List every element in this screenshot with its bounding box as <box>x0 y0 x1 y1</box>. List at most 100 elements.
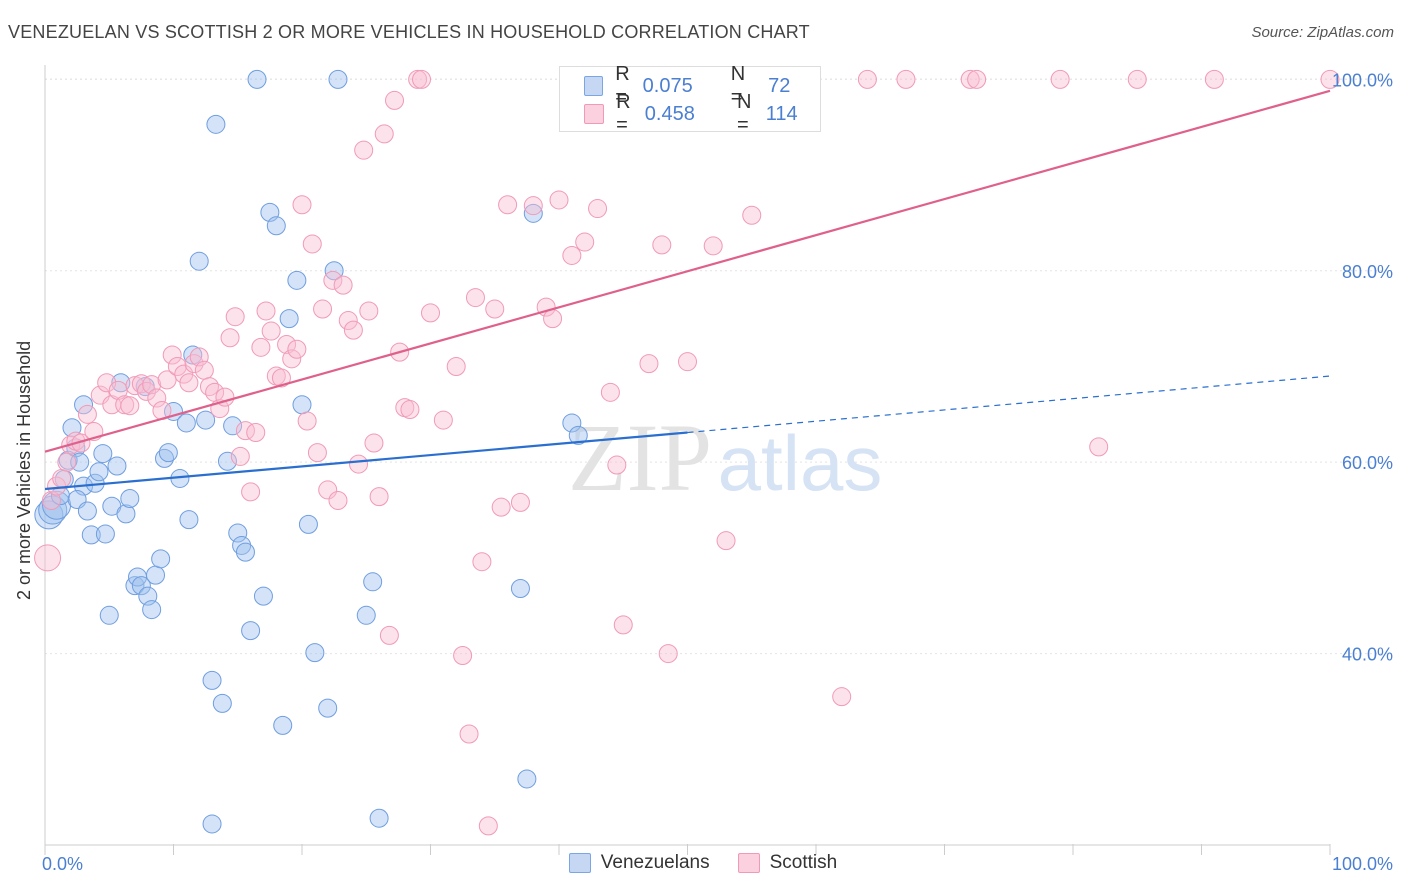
legend-venezuelans-label: Venezuelans <box>600 852 710 873</box>
scottish-point-65 <box>379 625 399 645</box>
venezuelans-swatch <box>584 76 604 96</box>
venezuelans-point-65 <box>369 808 389 828</box>
venezuelans-point-26 <box>131 576 151 596</box>
y-tick-label-2: 80.0% <box>1342 262 1393 282</box>
scottish-point-62 <box>364 433 384 453</box>
venezuelans-point-17 <box>95 524 115 544</box>
scottish-point-1 <box>41 490 61 510</box>
venezuelans-point-50 <box>247 69 267 89</box>
scottish-point-109 <box>1127 69 1147 89</box>
scottish-point-91 <box>607 455 627 475</box>
venezuelans-point-46 <box>228 523 248 543</box>
scottish-point-103 <box>857 69 877 89</box>
scottish-swatch <box>584 104 605 124</box>
scottish-point-35 <box>225 307 245 327</box>
venezuelans-r-value: 0.075 <box>642 74 693 97</box>
scottish-point-111 <box>1320 69 1340 89</box>
venezuelans-point-60 <box>318 698 338 718</box>
scottish-point-15 <box>120 396 140 416</box>
scottish-point-97 <box>678 352 697 372</box>
scottish-point-58 <box>343 320 363 340</box>
venezuelans-point-44 <box>217 451 237 471</box>
scottish-point-90 <box>600 382 620 402</box>
scottish-point-66 <box>385 90 405 110</box>
scottish-point-47 <box>287 339 307 359</box>
venezuelans-point-12 <box>74 395 94 415</box>
venezuelans-point-51 <box>253 586 273 606</box>
venezuelans-point-71 <box>202 814 222 834</box>
venezuelans-point-30 <box>146 565 166 585</box>
venezuelans-point-18 <box>99 605 119 625</box>
venezuelans-point-13 <box>81 525 101 545</box>
scottish-point-81 <box>498 195 518 215</box>
venezuelans-point-11 <box>77 501 97 521</box>
venezuelans-point-54 <box>273 715 293 735</box>
correlation-legend: R = 0.075 N = 72 R = 0.458 N = 114 <box>559 63 821 136</box>
scottish-point-0 <box>34 544 62 572</box>
x-tick-label-1: 100.0% <box>1332 854 1393 874</box>
watermark-atlas: atlas <box>718 419 883 507</box>
legend-scottish-label: Scottish <box>769 852 838 873</box>
venezuelans-point-43 <box>212 693 232 713</box>
scottish-point-29 <box>194 360 214 380</box>
scottish-point-80 <box>491 497 511 517</box>
scottish-point-71 <box>412 69 432 89</box>
scottish-point-55 <box>328 490 348 510</box>
venezuelans-n-label: N = <box>730 63 746 108</box>
y-axis-label: 2 or more Vehicles in Household <box>14 340 34 600</box>
venezuelans-point-37 <box>179 510 199 530</box>
scottish-r-label: R = <box>616 91 631 136</box>
venezuelans-point-58 <box>298 514 318 534</box>
venezuelans-point-64 <box>363 572 383 592</box>
scottish-point-40 <box>251 337 271 357</box>
scottish-point-76 <box>459 724 479 744</box>
venezuelans-point-49 <box>241 621 261 641</box>
scottish-point-50 <box>302 234 322 254</box>
scottish-point-88 <box>575 232 595 252</box>
scottish-point-14 <box>115 395 135 415</box>
scottish-point-45 <box>277 334 297 354</box>
venezuelans-point-66 <box>510 579 530 599</box>
scottish-point-98 <box>703 236 723 256</box>
scottish-point-108 <box>1089 437 1109 457</box>
scottish-point-27 <box>184 354 204 374</box>
scottish-point-4 <box>57 452 77 472</box>
scottish-point-86 <box>549 190 569 210</box>
scottish-point-63 <box>369 487 389 507</box>
venezuelans-point-62 <box>328 69 348 89</box>
source-label: Source: ZipAtlas.com <box>1251 24 1394 41</box>
venezuelans-point-56 <box>287 270 307 290</box>
scottish-point-16 <box>125 376 145 396</box>
scottish-point-104 <box>896 69 916 89</box>
scottish-point-59 <box>349 454 369 474</box>
scottish-point-22 <box>157 370 177 390</box>
venezuelans-point-70 <box>568 425 588 445</box>
scottish-point-83 <box>523 196 543 216</box>
scottish-point-30 <box>199 377 219 397</box>
venezuelans-point-55 <box>279 309 299 329</box>
scottish-r-value: 0.458 <box>644 102 695 125</box>
scottish-point-95 <box>652 235 672 255</box>
scottish-point-105 <box>960 69 980 89</box>
scottish-point-24 <box>167 356 187 376</box>
scottish-point-113 <box>478 816 498 836</box>
venezuelans-point-53 <box>266 216 286 236</box>
scottish-point-3 <box>52 468 72 488</box>
scottish-point-102 <box>832 687 852 707</box>
y-tick-label-1: 60.0% <box>1342 453 1393 473</box>
scottish-point-77 <box>465 288 485 308</box>
venezuelans-point-41 <box>202 670 222 690</box>
scottish-point-73 <box>433 410 453 430</box>
venezuelans-point-68 <box>523 203 543 223</box>
scottish-point-74 <box>446 356 466 376</box>
y-tick-label-3: 100.0% <box>1332 70 1393 90</box>
venezuelans-point-48 <box>235 542 255 562</box>
legend-row-venezuelans: R = 0.075 N = 72 <box>584 63 820 108</box>
scottish-point-36 <box>230 446 250 466</box>
chart-title: VENEZUELAN VS SCOTTISH 2 OR MORE VEHICLE… <box>8 22 810 42</box>
scottish-point-20 <box>147 388 167 408</box>
scottish-point-94 <box>639 354 659 374</box>
scottish-point-46 <box>282 349 302 369</box>
scottish-point-53 <box>318 480 338 500</box>
scottish-point-106 <box>967 69 987 89</box>
